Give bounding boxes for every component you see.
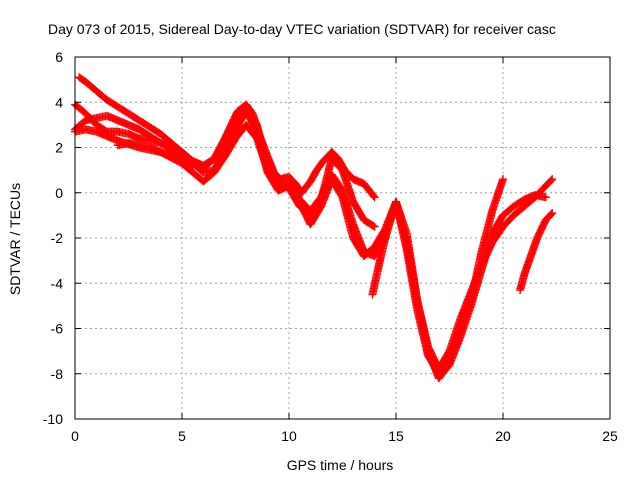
x-tick-label: 25 bbox=[602, 428, 618, 444]
x-axis-label: GPS time / hours bbox=[287, 457, 394, 473]
data-point bbox=[548, 209, 557, 218]
y-tick-label: 0 bbox=[55, 185, 63, 201]
data-point bbox=[370, 222, 379, 231]
data-point bbox=[541, 193, 550, 202]
y-tick-label: -6 bbox=[51, 321, 64, 337]
x-tick-label: 10 bbox=[281, 428, 297, 444]
data-points bbox=[71, 73, 557, 383]
y-tick-label: -10 bbox=[43, 411, 63, 427]
y-tick-label: -2 bbox=[51, 230, 64, 246]
y-tick-label: 6 bbox=[55, 49, 63, 65]
data-point-fill bbox=[547, 176, 556, 185]
y-tick-label: 4 bbox=[55, 94, 63, 110]
y-tick-label: 2 bbox=[55, 140, 63, 156]
data-point bbox=[548, 175, 557, 184]
data-point-fill bbox=[369, 192, 378, 201]
series-6 bbox=[368, 191, 550, 383]
data-point-fill bbox=[547, 210, 556, 219]
y-tick-label: -8 bbox=[51, 366, 64, 382]
chart-title: Day 073 of 2015, Sidereal Day-to-day VTE… bbox=[48, 21, 556, 37]
y-axis-label: SDTVAR / TECUs bbox=[7, 183, 23, 295]
x-tick-label: 0 bbox=[71, 428, 79, 444]
data-point bbox=[370, 193, 379, 202]
data-point bbox=[499, 175, 507, 184]
y-tick-label: -4 bbox=[51, 275, 64, 291]
x-tick-label: 15 bbox=[388, 428, 404, 444]
axis-ticks: 0 5 10 15 20 25 -10 -8 -6 -4 -2 0 2 4 6 bbox=[43, 49, 618, 444]
data-point-fill bbox=[369, 221, 378, 230]
x-tick-label: 5 bbox=[178, 428, 186, 444]
chart-grid bbox=[75, 57, 610, 419]
series-5 bbox=[113, 138, 197, 170]
x-tick-label: 20 bbox=[495, 428, 511, 444]
data-point bbox=[188, 161, 197, 170]
series-7 bbox=[516, 209, 557, 295]
